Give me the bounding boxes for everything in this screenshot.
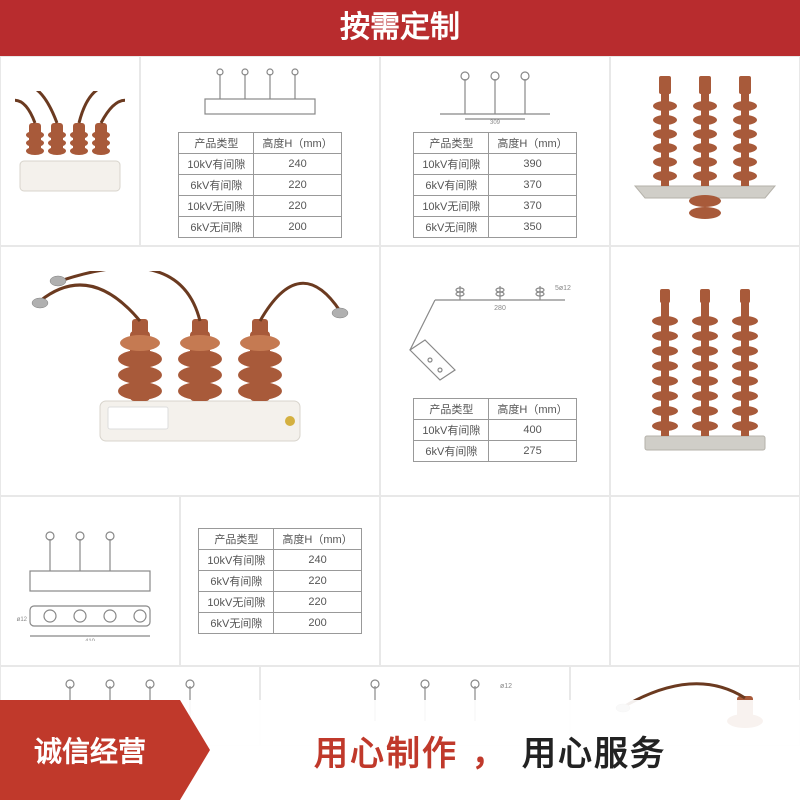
spec-cell: 370 [489, 196, 576, 217]
spec-cell: 6kV有间隙 [199, 571, 274, 592]
spec-cell: 240 [254, 154, 341, 175]
svg-text:309: 309 [490, 120, 501, 124]
dimension-diagram-4way [195, 64, 325, 124]
cell-r2c3-product-triple-separate [610, 246, 800, 496]
spec-table-A2: 产品类型 高度H（mm） 10kV有间隙 240 6kV有间隙 220 10kV… [198, 528, 361, 634]
spec-th-height: 高度H（mm） [274, 529, 361, 550]
spec-th-height: 高度H（mm） [489, 133, 576, 154]
bottom-banner-left: 诚信经营 [0, 700, 180, 800]
cell-r1c3-spec-table-B: 309 产品类型 高度H（mm） 10kV有间隙 390 6kV有间隙 370 … [380, 56, 610, 246]
spec-cell: 10kV有间隙 [199, 550, 274, 571]
spec-cell: 10kV无间隙 [199, 592, 274, 613]
svg-text:410: 410 [85, 639, 96, 641]
spec-cell: 10kV有间隙 [179, 154, 254, 175]
spec-cell: 200 [274, 613, 361, 634]
spec-cell: 220 [274, 592, 361, 613]
dimension-diagram-triangular: 280 5ø12 [405, 280, 585, 390]
spec-cell: 10kV无间隙 [414, 196, 489, 217]
spec-th-height: 高度H（mm） [489, 399, 576, 420]
spec-cell: 400 [489, 420, 576, 441]
spec-cell: 6kV无间隙 [179, 217, 254, 238]
cell-r3c2-spec-table-A-repeat: 产品类型 高度H（mm） 10kV有间隙 240 6kV有间隙 220 10kV… [180, 496, 380, 666]
svg-text:5ø12: 5ø12 [555, 285, 571, 292]
cell-r3c1-diagram-baseplan: ø12 410 [0, 496, 180, 666]
slogan-part-2: 用心服务 [522, 726, 666, 775]
spec-table-B: 产品类型 高度H（mm） 10kV有间隙 390 6kV有间隙 370 10kV… [413, 132, 576, 238]
spec-cell: 6kV无间隙 [199, 613, 274, 634]
spec-th-type: 产品类型 [414, 133, 489, 154]
spec-cell: 370 [489, 175, 576, 196]
dimension-diagram-baseplan: ø12 410 [15, 521, 165, 641]
spec-cell: 6kV有间隙 [414, 441, 489, 462]
slogan-part-1: 用心制作 [314, 726, 458, 775]
cell-r1c2-spec-table-A: 产品类型 高度H（mm） 10kV有间隙 240 6kV有间隙 220 10kV… [140, 56, 380, 246]
spec-cell: 10kV有间隙 [414, 154, 489, 175]
spec-th-height: 高度H（mm） [254, 133, 341, 154]
svg-text:280: 280 [494, 305, 506, 312]
spec-cell: 10kV有间隙 [414, 420, 489, 441]
spec-cell: 390 [489, 154, 576, 175]
cell-r3c4-empty [610, 496, 800, 666]
spec-th-type: 产品类型 [414, 399, 489, 420]
spec-th-type: 产品类型 [199, 529, 274, 550]
spec-cell: 220 [254, 175, 341, 196]
spec-table-A: 产品类型 高度H（mm） 10kV有间隙 240 6kV有间隙 220 10kV… [178, 132, 341, 238]
product-triple-mount-arrester [630, 76, 780, 226]
slogan-separator: ， [472, 726, 508, 775]
cell-r1c1-product-photo-cropped [0, 56, 140, 246]
spec-cell: 6kV有间隙 [414, 175, 489, 196]
spec-cell: 6kV无间隙 [414, 217, 489, 238]
catalog-page: 产品类型 高度H（mm） 10kV有间隙 240 6kV有间隙 220 10kV… [0, 0, 800, 800]
svg-text:ø12: ø12 [500, 683, 512, 690]
spec-cell: 350 [489, 217, 576, 238]
spec-table-C: 产品类型 高度H（mm） 10kV有间隙 400 6kV有间隙 275 [413, 398, 576, 462]
cell-r1c4-product-triple-mount [610, 56, 800, 246]
spec-cell: 220 [274, 571, 361, 592]
spec-cell: 240 [274, 550, 361, 571]
svg-text:ø12: ø12 [17, 617, 28, 623]
bottom-banner: 诚信经营 用心制作 ， 用心服务 [0, 700, 800, 800]
product-triple-separate-arrester [635, 281, 775, 461]
dimension-diagram-bracket: 309 [430, 64, 560, 124]
spec-th-type: 产品类型 [179, 133, 254, 154]
spec-cell: 275 [489, 441, 576, 462]
spec-cell: 220 [254, 196, 341, 217]
cell-r2c1-product-3wire [0, 246, 380, 496]
cell-r3c3-empty [380, 496, 610, 666]
top-banner: 按需定制 [0, 0, 800, 56]
product-4wire-arrester [15, 91, 125, 211]
product-3wire-arrester [30, 271, 350, 471]
cell-r2c2-spec-table-C: 280 5ø12 产品类型 高度H（mm） 10kV有间隙 400 6kV有间隙… [380, 246, 610, 496]
spec-cell: 200 [254, 217, 341, 238]
spec-cell: 6kV有间隙 [179, 175, 254, 196]
spec-cell: 10kV无间隙 [179, 196, 254, 217]
bottom-banner-right: 用心制作 ， 用心服务 [180, 700, 800, 800]
